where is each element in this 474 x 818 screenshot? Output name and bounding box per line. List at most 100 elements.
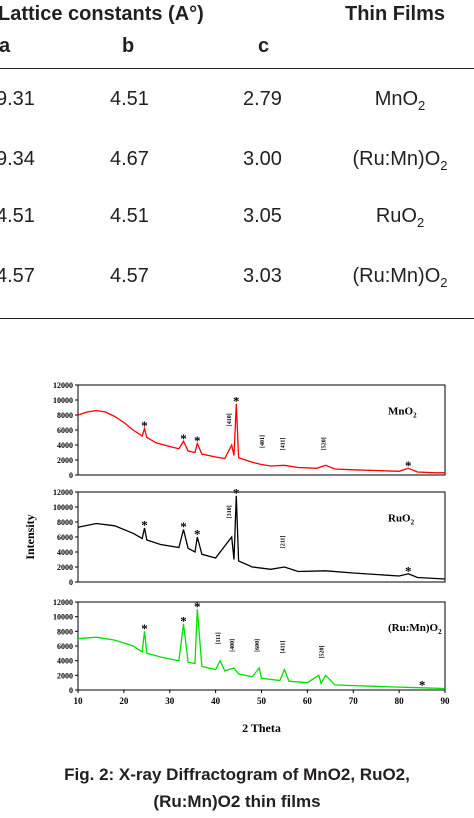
peak-star: * (180, 431, 187, 446)
film-name: MnO (374, 88, 419, 110)
y-tick-label: 4000 (57, 548, 73, 557)
hkl-label: [600] (255, 639, 261, 652)
x-tick-label: 90 (441, 696, 451, 706)
film-name: RuO (375, 205, 417, 227)
hkl-label: [400] (230, 639, 236, 652)
label-sub: 2 (411, 519, 415, 527)
rule (0, 318, 474, 319)
rule (0, 68, 474, 69)
x-tick-label: 20 (119, 696, 129, 706)
hkl-label: [520] (322, 437, 328, 450)
y-tick-label: 2000 (57, 671, 73, 680)
col-c: c (258, 35, 270, 57)
header-lattice: Lattice constants (A°) (0, 3, 204, 25)
y-tick-label: 12000 (53, 598, 73, 607)
label-base: (Ru:Mn)O (388, 622, 439, 634)
y-tick-label: 8000 (57, 627, 73, 636)
peak-star: * (141, 418, 148, 433)
film-cell: (Ru:Mn)O2 (352, 265, 448, 290)
y-tick-label: 0 (69, 578, 73, 587)
film-subscript: 2 (416, 215, 425, 230)
peak-star: * (141, 518, 148, 533)
y-tick-label: 0 (69, 471, 73, 480)
film-name: (Ru:Mn)O (352, 265, 441, 287)
hkl-label: [411] (280, 641, 286, 654)
cell: 4.57 (0, 265, 35, 287)
y-tick-label: 10000 (53, 503, 73, 512)
film-cell: RuO2 (375, 205, 425, 230)
peak-star: * (233, 485, 240, 500)
peak-star: * (194, 433, 201, 448)
xrd-line (77, 609, 446, 690)
cell: 4.51 (110, 88, 149, 110)
film-subscript: 2 (418, 98, 426, 113)
y-axis-label: Intensity (23, 514, 37, 559)
caption: (Ru:Mn)O2 thin films (153, 792, 321, 811)
hkl-label: [401] (260, 435, 266, 448)
hkl-label: [111] (216, 632, 222, 644)
hkl-label: [411] (280, 438, 286, 451)
y-tick-label: 0 (69, 686, 73, 695)
series-label: RuO2 (388, 513, 415, 527)
cell: 4.51 (0, 205, 35, 227)
y-tick-label: 2000 (57, 456, 73, 465)
cell: 4.67 (110, 148, 149, 170)
cell: 3.05 (243, 205, 282, 227)
x-tick-label: 40 (211, 696, 221, 706)
peak-star: * (419, 677, 426, 692)
y-tick-label: 2000 (57, 563, 73, 572)
film-name: (Ru:Mn)O (352, 148, 441, 170)
y-tick-label: 6000 (57, 426, 73, 435)
y-tick-label: 6000 (57, 533, 73, 542)
cell: 4.57 (110, 265, 149, 287)
caption: Fig. 2: X-ray Diffractogram of MnO2, RuO… (64, 765, 410, 784)
x-tick-label: 30 (165, 696, 175, 706)
cell: 4.51 (110, 205, 149, 227)
x-tick-label: 60 (303, 696, 313, 706)
cell: 9.34 (0, 148, 35, 170)
peak-star: * (180, 614, 187, 629)
y-tick-label: 4000 (57, 441, 73, 450)
col-b: b (122, 35, 135, 57)
y-tick-label: 4000 (57, 657, 73, 666)
x-tick-label: 80 (395, 696, 405, 706)
label-sub: 2 (438, 628, 442, 636)
label-base: RuO (388, 513, 411, 525)
peak-star: * (141, 621, 148, 636)
cell: 3.03 (243, 265, 282, 287)
col-a: a (0, 35, 11, 57)
peak-star: * (233, 393, 240, 408)
xrd-line (77, 403, 445, 474)
y-tick-label: 12000 (53, 488, 73, 497)
x-tick-label: 50 (257, 696, 267, 706)
film-cell: MnO2 (374, 88, 426, 113)
series-label: (Ru:Mn)O2 (388, 622, 442, 636)
x-tick-label: 10 (74, 696, 84, 706)
header-films: Thin Films (345, 3, 445, 25)
y-tick-label: 8000 (57, 411, 73, 420)
peak-star: * (194, 527, 201, 542)
label-sub: 2 (413, 412, 417, 420)
cell: 2.79 (243, 88, 282, 110)
peak-star: * (405, 563, 412, 578)
hkl-label: [410] (227, 413, 233, 426)
xrd-line (77, 495, 446, 580)
hkl-label: [310] (227, 505, 233, 518)
cell: 9.31 (0, 88, 35, 110)
y-tick-label: 10000 (53, 613, 73, 622)
hkl-label: [520] (319, 645, 325, 658)
peak-star: * (194, 599, 201, 614)
peak-star: * (405, 458, 412, 473)
cell: 3.00 (243, 148, 282, 170)
y-tick-label: 6000 (57, 642, 73, 651)
x-axis-label: 2 Theta (242, 721, 281, 735)
series-label: MnO2 (388, 406, 417, 420)
film-subscript: 2 (440, 158, 448, 173)
film-cell: (Ru:Mn)O2 (352, 148, 448, 173)
y-tick-label: 12000 (53, 381, 73, 390)
hkl-label: [211] (280, 536, 286, 549)
film-subscript: 2 (440, 275, 448, 290)
label-base: MnO (388, 406, 414, 418)
